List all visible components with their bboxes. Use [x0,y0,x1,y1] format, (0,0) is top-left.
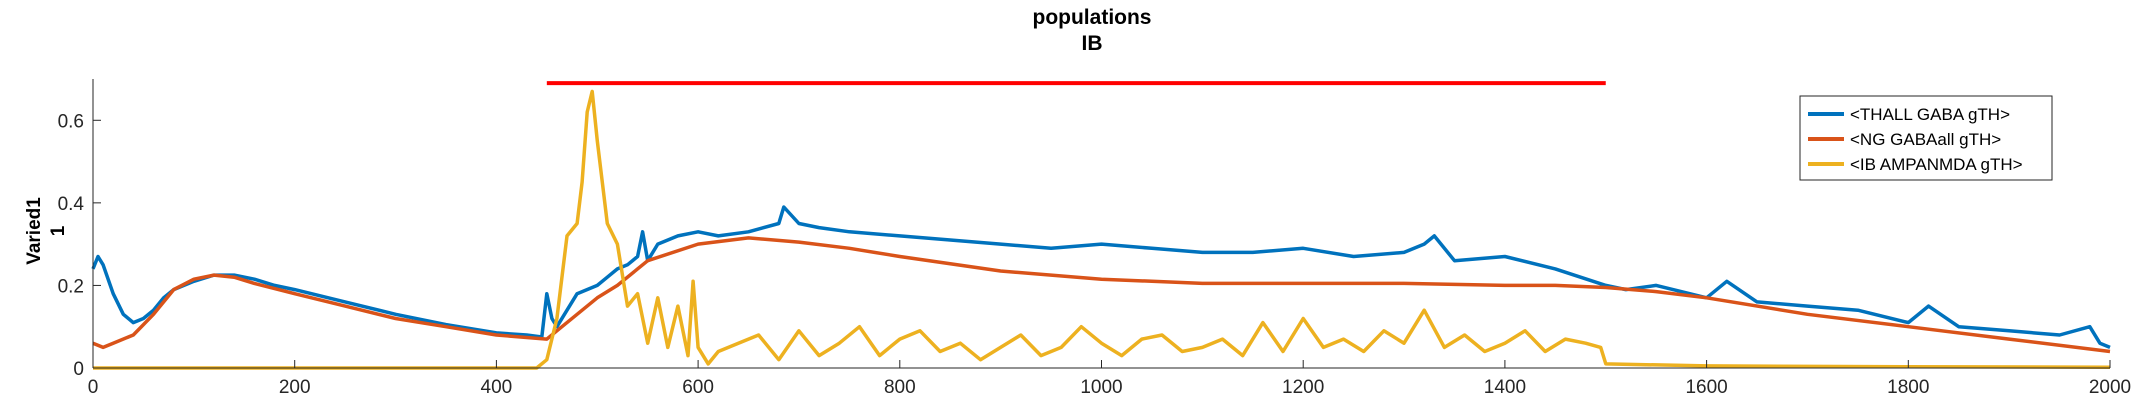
y-axis-label: Varied1 1 [24,197,69,265]
chart-title: populations [1033,6,1152,29]
y-tick-label-2: 0.4 [58,194,85,215]
y-tick-label-3: 0.6 [58,111,84,132]
x-tick-label-7: 1400 [1484,377,1526,398]
x-tick-label-4: 800 [884,377,916,398]
x-tick-label-5: 1000 [1080,377,1122,398]
series-line-1 [92,236,2111,354]
x-tick-label-1: 200 [279,377,311,398]
x-tick-label-0: 0 [88,377,99,398]
x-tick-label-9: 1800 [1887,377,1929,398]
legend-label-0: <THALL GABA gTH> [1850,105,2010,124]
x-tick-label-10: 2000 [2089,377,2131,398]
y-tick-label-0: 0 [73,359,84,380]
series-line-2 [93,89,2111,370]
y-axis-label-line2: 1 [48,225,69,236]
y-tick-label-1: 0.2 [58,276,84,297]
axes: 0 200 400 600 800 1000 1200 1400 1600 1800 2000 0 0.… [58,79,2131,398]
legend-label-2: <IB AMPANMDA gTH> [1850,155,2023,174]
legend: <THALL GABA gTH> <NG GABAall gTH> <IB AM… [1799,95,2053,181]
series-line-0 [91,205,2111,350]
x-tick-label-8: 1600 [1685,377,1727,398]
legend-label-1: <NG GABAall gTH> [1850,130,2001,149]
plot-area [91,81,2111,370]
x-tick-label-6: 1200 [1282,377,1324,398]
y-axis-label-line1: Varied1 [24,197,45,265]
chart-subtitle: IB [1082,32,1103,55]
x-tick-label-2: 400 [481,377,513,398]
x-tick-label-3: 600 [682,377,714,398]
